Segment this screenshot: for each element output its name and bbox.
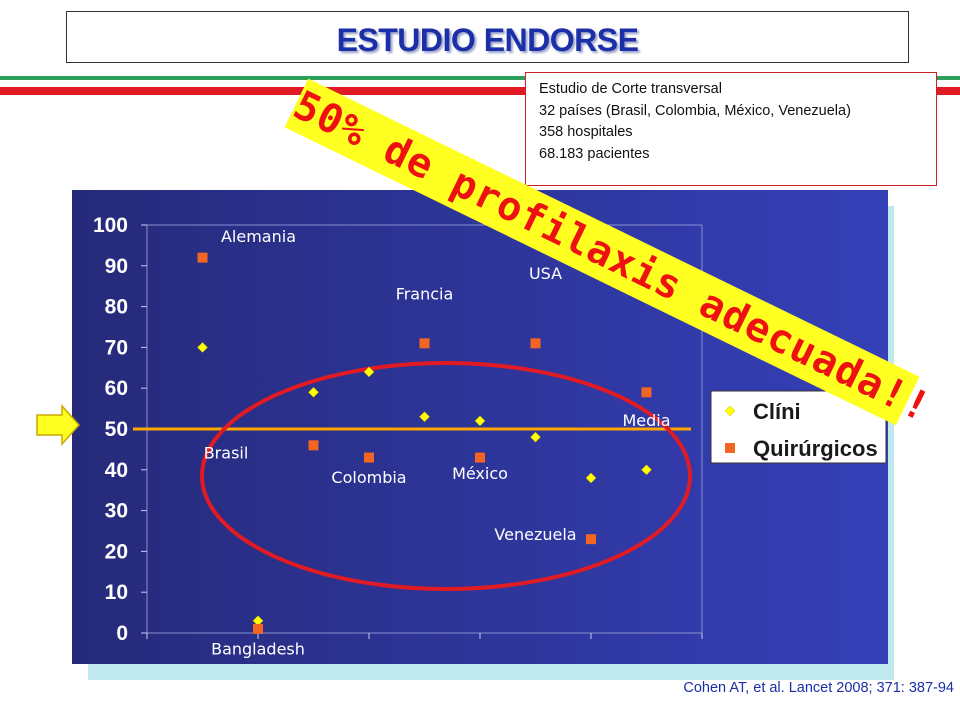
point-quirurgicos [197, 252, 208, 263]
plot-area: 0 10 20 30 40 50 60 70 80 90 100 Alemania USA Francia… [93, 214, 703, 658]
info-line-countries: 32 países (Brasil, Colombia, México, Ven… [539, 102, 851, 119]
right-arrow-icon [36, 404, 81, 446]
info-line-hospitals: 358 hospitales [539, 124, 633, 140]
point-quirurgicos [475, 452, 485, 463]
study-info-box: Estudio de Corte transversal 32 países (… [525, 72, 937, 186]
title-box: ESTUDIO ENDORSE [66, 11, 909, 63]
y-tick-label: 0 [116, 622, 128, 645]
y-tick-label: 60 [105, 377, 128, 400]
legend-label: Clíni [753, 399, 801, 424]
info-line-design: Estudio de Corte transversal [539, 81, 722, 97]
y-tick-label: 100 [93, 214, 128, 237]
point-clinicos [641, 464, 652, 476]
legend-marker-clinicos [724, 405, 736, 417]
annotation-label: Venezuela [494, 525, 576, 544]
point-quirurgicos [253, 623, 263, 634]
legend: Clíni Quirúrgicos [724, 399, 878, 461]
y-tick-label: 40 [105, 459, 128, 482]
point-clinicos [419, 411, 430, 423]
highlight-ellipse [200, 361, 692, 591]
point-clinicos [308, 386, 319, 398]
point-quirurgicos [586, 534, 596, 545]
point-quirurgicos [530, 338, 541, 349]
point-quirurgicos [419, 338, 430, 349]
annotation-label: Brasil [204, 443, 249, 462]
point-clinicos [197, 342, 208, 353]
y-tick-label: 90 [105, 255, 128, 278]
point-quirurgicos [364, 452, 374, 463]
point-quirurgicos [641, 387, 652, 398]
y-tick-label: 30 [105, 500, 128, 523]
annotation-label: Francia [396, 284, 454, 303]
y-tick-label: 10 [105, 581, 128, 604]
legend-label: Quirúrgicos [753, 436, 878, 461]
stripe-red [0, 87, 960, 95]
stripe-green [0, 76, 960, 80]
annotation-label: Alemania [221, 227, 296, 246]
y-tick-label: 20 [105, 540, 128, 563]
legend-marker-quirurgicos [725, 443, 735, 453]
point-clinicos [474, 415, 486, 427]
annotation-label: Bangladesh [211, 639, 305, 658]
annotation-label: México [452, 464, 508, 483]
annotation-label: USA [529, 264, 562, 283]
point-quirurgicos [308, 440, 319, 451]
info-line-patients: 68.183 pacientes [539, 145, 650, 162]
point-clinicos [530, 431, 541, 443]
point-clinicos [363, 366, 375, 378]
arrow-indicator [36, 404, 81, 451]
point-clinicos [585, 472, 597, 484]
slide-title: ESTUDIO ENDORSE [336, 22, 639, 58]
y-tick-label: 80 [105, 296, 128, 319]
annotation-label: Media [622, 411, 670, 430]
stripe-white [0, 80, 960, 85]
y-tick-label: 50 [105, 418, 128, 441]
annotation-label: Colombia [331, 468, 406, 487]
y-tick-label: 70 [105, 336, 128, 359]
citation: Cohen AT, et al. Lancet 2008; 371: 387-9… [683, 680, 954, 696]
